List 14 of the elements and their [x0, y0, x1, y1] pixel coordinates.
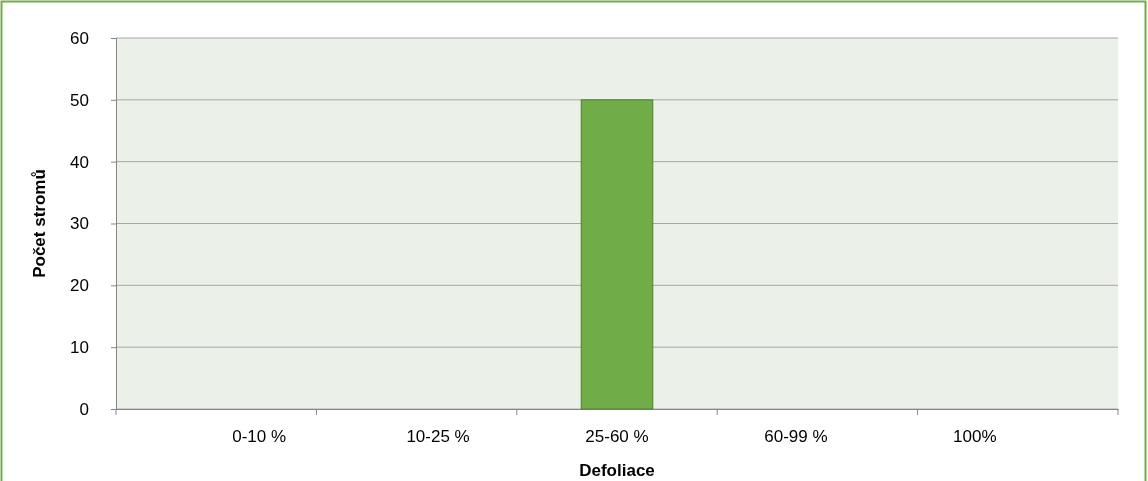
- y-tick-label: 10: [70, 338, 89, 358]
- y-tick-label: 40: [70, 152, 89, 172]
- x-tick-label: 25-60 %: [585, 427, 649, 447]
- y-tick-label: 60: [70, 28, 89, 48]
- y-tick-label: 50: [70, 90, 89, 110]
- x-tick-label: 0-10 %: [232, 427, 287, 447]
- y-tick-label: 0: [79, 399, 89, 419]
- x-tick-label: 60-99 %: [764, 427, 828, 447]
- x-tick-label: 100%: [953, 427, 997, 447]
- y-axis-title: Počet stromů: [30, 169, 49, 278]
- y-tick-label: 20: [70, 276, 89, 296]
- y-tick-label: 30: [70, 214, 89, 234]
- x-tick-label: 10-25 %: [406, 427, 470, 447]
- x-axis-title: Defoliace: [579, 461, 655, 480]
